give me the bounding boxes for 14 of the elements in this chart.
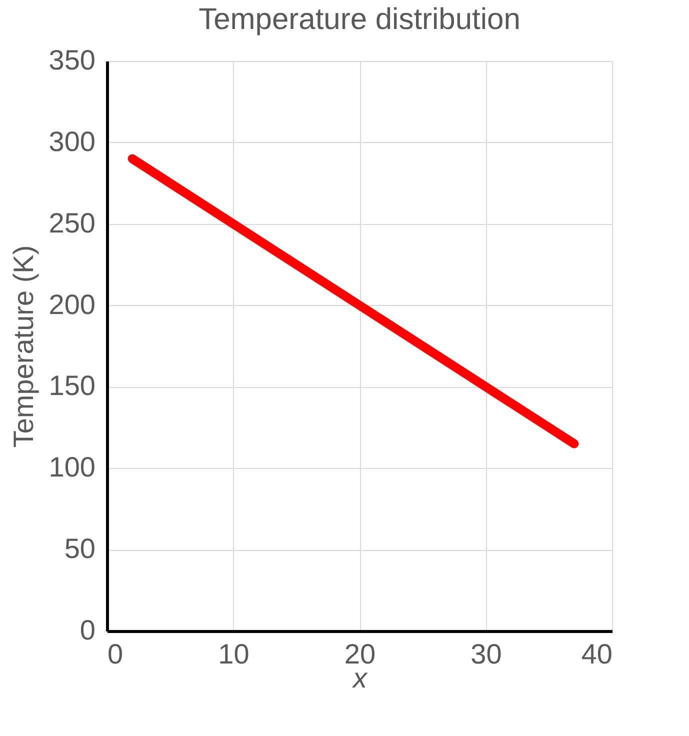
chart-title: Temperature distribution xyxy=(198,3,520,36)
y-tick-label: 50 xyxy=(64,533,96,564)
y-axis-title: Temperature (K) xyxy=(8,245,39,448)
y-tick-label: 350 xyxy=(48,44,96,76)
x-tick-label: 40 xyxy=(581,638,612,670)
y-tick-label: 250 xyxy=(48,207,96,238)
y-tick-label: 150 xyxy=(48,370,96,402)
x-tick-label: 0 xyxy=(108,638,124,670)
x-tick-label: 10 xyxy=(218,638,250,670)
y-tick-label: 100 xyxy=(48,452,96,483)
y-tick-label: 300 xyxy=(48,126,96,157)
x-tick-label: 30 xyxy=(470,638,502,670)
y-tick-label: 200 xyxy=(48,288,96,320)
y-tick-label: 0 xyxy=(80,614,96,646)
